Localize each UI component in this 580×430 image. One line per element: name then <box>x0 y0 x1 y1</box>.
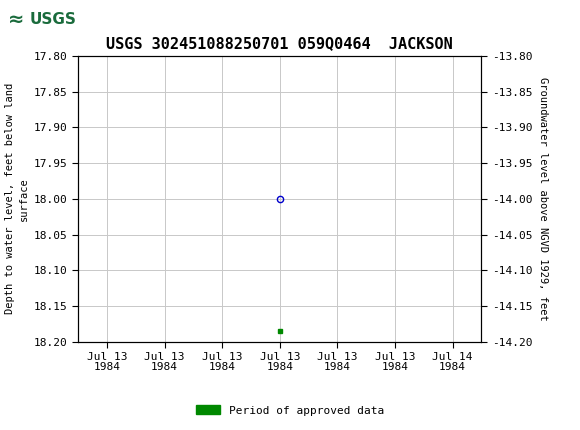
Text: ≈: ≈ <box>8 10 24 29</box>
Title: USGS 302451088250701 059Q0464  JACKSON: USGS 302451088250701 059Q0464 JACKSON <box>107 36 453 51</box>
Legend: Period of approved data: Period of approved data <box>191 401 389 420</box>
Y-axis label: Groundwater level above NGVD 1929, feet: Groundwater level above NGVD 1929, feet <box>538 77 548 321</box>
Bar <box>4 3 94 37</box>
Text: USGS: USGS <box>30 12 77 27</box>
Y-axis label: Depth to water level, feet below land
surface: Depth to water level, feet below land su… <box>5 83 28 314</box>
